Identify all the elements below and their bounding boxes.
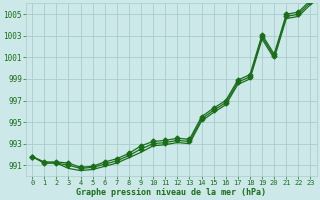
X-axis label: Graphe pression niveau de la mer (hPa): Graphe pression niveau de la mer (hPa) <box>76 188 266 197</box>
